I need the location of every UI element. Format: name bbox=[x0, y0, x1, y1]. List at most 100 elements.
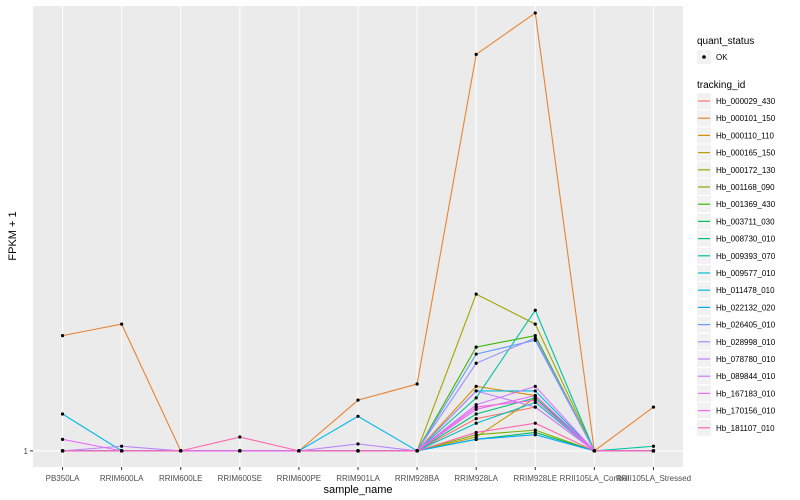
data-point bbox=[533, 322, 537, 326]
data-point bbox=[474, 405, 478, 409]
legend-label-Hb_170156_010: Hb_170156_010 bbox=[716, 407, 776, 416]
legend-label-Hb_009577_010: Hb_009577_010 bbox=[716, 269, 776, 278]
legend-label-Hb_008730_010: Hb_008730_010 bbox=[716, 235, 776, 244]
data-points bbox=[60, 11, 656, 453]
x-axis-ticks: PB350LA RRIM600LA RRIM600LE RRIM600SE RRIM60… bbox=[46, 467, 691, 483]
data-point bbox=[356, 414, 360, 418]
data-point bbox=[533, 334, 537, 338]
data-point bbox=[415, 382, 419, 386]
y-tick-label: 1 bbox=[24, 447, 29, 456]
data-point bbox=[533, 308, 537, 312]
legend-label-Hb_011478_010: Hb_011478_010 bbox=[716, 286, 775, 295]
data-point bbox=[533, 393, 537, 398]
legend-label-Hb_000101_150: Hb_000101_150 bbox=[716, 114, 776, 123]
data-point bbox=[533, 11, 537, 15]
data-point bbox=[474, 435, 478, 439]
data-point bbox=[474, 52, 478, 57]
data-point bbox=[474, 292, 478, 296]
legend-key-point bbox=[702, 55, 706, 59]
data-point bbox=[474, 389, 478, 393]
legend-label-Hb_000110_110: Hb_000110_110 bbox=[716, 131, 775, 140]
x-tick-label: RRII105LA_Stressed bbox=[616, 474, 691, 483]
data-point bbox=[474, 430, 478, 435]
data-point bbox=[533, 398, 537, 402]
data-point bbox=[238, 435, 242, 439]
x-tick-label: RRIM901LA bbox=[336, 474, 380, 483]
x-tick-label: RRIM600SE bbox=[218, 474, 262, 483]
y-axis-ticks: 1 bbox=[24, 447, 33, 456]
legend-label-Hb_003711_030: Hb_003711_030 bbox=[716, 217, 775, 226]
legend-label-Hb_000029_430: Hb_000029_430 bbox=[716, 97, 776, 106]
data-point bbox=[533, 396, 537, 400]
data-point bbox=[533, 405, 537, 409]
data-point bbox=[533, 421, 537, 425]
data-point bbox=[356, 398, 360, 402]
data-point bbox=[474, 396, 478, 400]
grid-lines bbox=[33, 6, 683, 467]
legend-label-Hb_078780_010: Hb_078780_010 bbox=[716, 355, 776, 364]
legend-label-Hb_026405_010: Hb_026405_010 bbox=[716, 321, 776, 330]
data-point bbox=[120, 444, 124, 448]
data-point bbox=[415, 449, 419, 453]
legend-label-Hb_000165_150: Hb_000165_150 bbox=[716, 149, 776, 158]
data-point bbox=[533, 338, 537, 342]
legend-label-Hb_028998_010: Hb_028998_010 bbox=[716, 338, 776, 347]
x-tick-label: RRIM928LA bbox=[454, 474, 498, 483]
data-point bbox=[474, 412, 478, 416]
data-point bbox=[356, 449, 360, 453]
data-point bbox=[474, 384, 478, 388]
data-point bbox=[60, 449, 65, 453]
data-point bbox=[238, 449, 242, 453]
legend-title-tracking-id: tracking_id bbox=[697, 80, 745, 91]
data-point bbox=[474, 352, 478, 356]
x-tick-label: RRIM928LE bbox=[513, 474, 557, 483]
legend-label-Hb_001168_090: Hb_001168_090 bbox=[716, 183, 775, 192]
data-point bbox=[533, 336, 537, 340]
x-tick-label: RRII105LA_Control bbox=[560, 474, 630, 483]
data-point bbox=[474, 421, 478, 425]
legend-label-Hb_167183_010: Hb_167183_010 bbox=[716, 389, 776, 398]
x-tick-label: RRIM600LA bbox=[100, 474, 144, 483]
legend-label-Hb_181107_010: Hb_181107_010 bbox=[716, 424, 775, 433]
data-point bbox=[533, 428, 537, 432]
data-point bbox=[533, 389, 537, 393]
data-point bbox=[474, 433, 478, 437]
data-point bbox=[60, 412, 65, 416]
data-point bbox=[297, 449, 301, 453]
data-point bbox=[533, 433, 537, 437]
data-point bbox=[651, 449, 656, 453]
data-point bbox=[651, 444, 656, 448]
legend-label-OK: OK bbox=[716, 53, 728, 62]
data-point bbox=[474, 403, 478, 407]
data-point bbox=[533, 400, 537, 405]
data-point bbox=[474, 416, 478, 421]
data-point bbox=[474, 345, 478, 349]
legend-label-Hb_001369_430: Hb_001369_430 bbox=[716, 200, 776, 209]
data-point bbox=[533, 384, 537, 388]
legend: quant_status OK tracking_id Hb_000029_43… bbox=[697, 36, 776, 436]
data-point bbox=[60, 437, 65, 441]
x-axis-title: sample_name bbox=[323, 484, 392, 496]
data-point bbox=[120, 322, 124, 326]
data-point bbox=[474, 361, 478, 365]
x-tick-label: RRIM600LE bbox=[159, 474, 203, 483]
legend-label-Hb_000172_130: Hb_000172_130 bbox=[716, 166, 776, 175]
legend-label-Hb_022132_020: Hb_022132_020 bbox=[716, 303, 776, 312]
x-tick-label: RRIM600PE bbox=[277, 474, 321, 483]
data-point bbox=[533, 430, 537, 435]
data-point bbox=[651, 405, 656, 409]
data-point bbox=[120, 449, 124, 453]
data-point bbox=[356, 442, 360, 446]
data-point bbox=[474, 437, 478, 441]
legend-label-Hb_009393_070: Hb_009393_070 bbox=[716, 252, 776, 261]
legend-tracking-id-entries: Hb_000029_430 Hb_000101_150 Hb_000110_110 H… bbox=[697, 93, 776, 436]
data-point bbox=[179, 449, 183, 453]
legend-title-quant-status: quant_status bbox=[697, 36, 754, 47]
data-point bbox=[474, 407, 478, 411]
x-tick-label: PB350LA bbox=[46, 474, 80, 483]
x-tick-label: RRIM928BA bbox=[395, 474, 440, 483]
legend-quant-status-entries: OK bbox=[697, 50, 728, 64]
data-point bbox=[592, 449, 596, 453]
y-axis-title: FPKM + 1 bbox=[7, 211, 19, 260]
